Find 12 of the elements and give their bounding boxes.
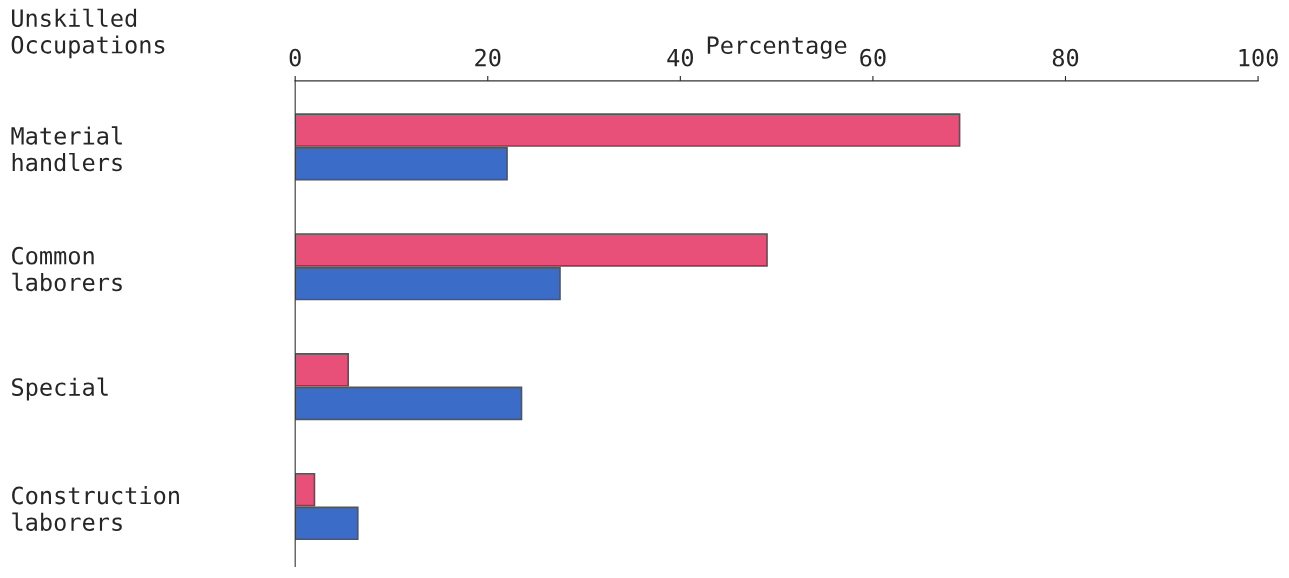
y-tick-label: Material handlers bbox=[11, 126, 122, 172]
x-tick-label: 0 bbox=[289, 48, 301, 67]
x-axis-title: Percentage bbox=[707, 36, 847, 59]
text: Unskilled Occupations bbox=[11, 8, 165, 59]
x-tick-label: 80 bbox=[1052, 48, 1079, 67]
x-tick-label: 40 bbox=[667, 48, 694, 67]
y-tick-label: Special bbox=[12, 377, 108, 401]
y-tick-label: Common laborers bbox=[12, 246, 122, 292]
x-tick-label: 20 bbox=[475, 48, 501, 67]
y-tick-label: Construction laborers bbox=[12, 486, 179, 531]
x-tick-label: 100 bbox=[1239, 48, 1278, 67]
x-tick-label: 60 bbox=[860, 48, 886, 67]
